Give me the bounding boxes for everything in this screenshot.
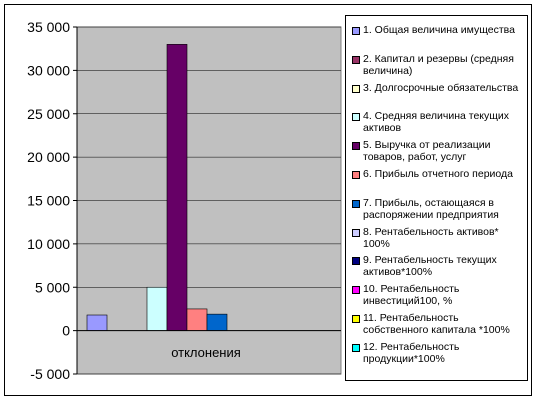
legend-label: 8. Рентабельность активов* 100% [363,226,499,250]
bars-group [86,44,228,331]
legend-swatch [352,315,360,323]
y-axis: -5 000 0 5 000 10 000 15 000 20 000 25 000 30 0… [27,19,78,382]
legend-swatch [352,85,360,93]
legend-item: 8. Рентабельность активов* 100% [352,226,525,250]
legend-swatch [352,171,360,179]
legend-swatch [352,56,360,64]
legend-label: 2. Капитал и резервы (средняя величина) [363,53,514,77]
legend-item: 1. Общая величина имущества [352,24,525,36]
legend-swatch [352,257,360,265]
y-tick-label: 10 000 [27,236,70,252]
y-tick-label: 20 000 [27,149,70,165]
legend-label: 3. Долгосрочные обязательства [363,82,519,94]
category-label: отклонения [171,345,241,360]
bar-series-4 [146,286,168,331]
legend-item: 5. Выручка от реализации товаров, работ,… [352,139,525,163]
legend-swatch [352,27,360,35]
y-tick-label: 0 [62,323,70,339]
legend-label: 12. Рентабельность продукции*100% [363,341,460,365]
legend-item: 6. Прибыль отчетного периода [352,168,525,180]
legend-swatch [352,142,360,150]
legend-swatch [352,286,360,294]
legend-label: 7. Прибыль, остающаяся в распоряжении пр… [363,197,499,221]
legend-item: 4. Средняя величина текущих активов [352,110,525,134]
y-tick-label: 15 000 [27,193,70,209]
legend-item: 3. Долгосрочные обязательства [352,82,525,94]
legend-label: 11. Рентабельность собственного капитала… [363,312,510,336]
legend-item: 10. Рентабельность инвестиций100, % [352,283,525,307]
legend-item: 11. Рентабельность собственного капитала… [352,312,525,336]
y-tick-label: -5 000 [30,366,70,382]
legend-item: 7. Прибыль, остающаяся в распоряжении пр… [352,197,525,221]
legend-label: 9. Рентабельность текущих активов*100% [363,254,497,278]
y-tick-label: 30 000 [27,62,70,78]
legend-swatch [352,200,360,208]
legend-label: 1. Общая величина имущества [363,24,515,36]
bar-series-6 [186,308,208,331]
bar-series-1 [86,314,108,331]
bar-series-7 [206,313,228,331]
legend-item: 2. Капитал и резервы (средняя величина) [352,53,525,77]
legend-item: 12. Рентабельность продукции*100% [352,341,525,365]
legend-swatch [352,229,360,237]
legend-label: 6. Прибыль отчетного периода [363,168,513,180]
legend-swatch [352,344,360,352]
bar-series-5 [166,44,188,331]
legend-swatch [352,113,360,121]
legend-item: 9. Рентабельность текущих активов*100% [352,254,525,278]
legend-label: 4. Средняя величина текущих активов [363,110,510,134]
y-tick-label: 5 000 [35,279,70,295]
legend-label: 5. Выручка от реализации товаров, работ,… [363,139,491,163]
y-tick-label: 25 000 [27,106,70,122]
y-tick-label: 35 000 [27,19,70,35]
legend: 1. Общая величина имущества 2. Капитал и … [345,15,528,381]
legend-label: 10. Рентабельность инвестиций100, % [363,283,460,307]
